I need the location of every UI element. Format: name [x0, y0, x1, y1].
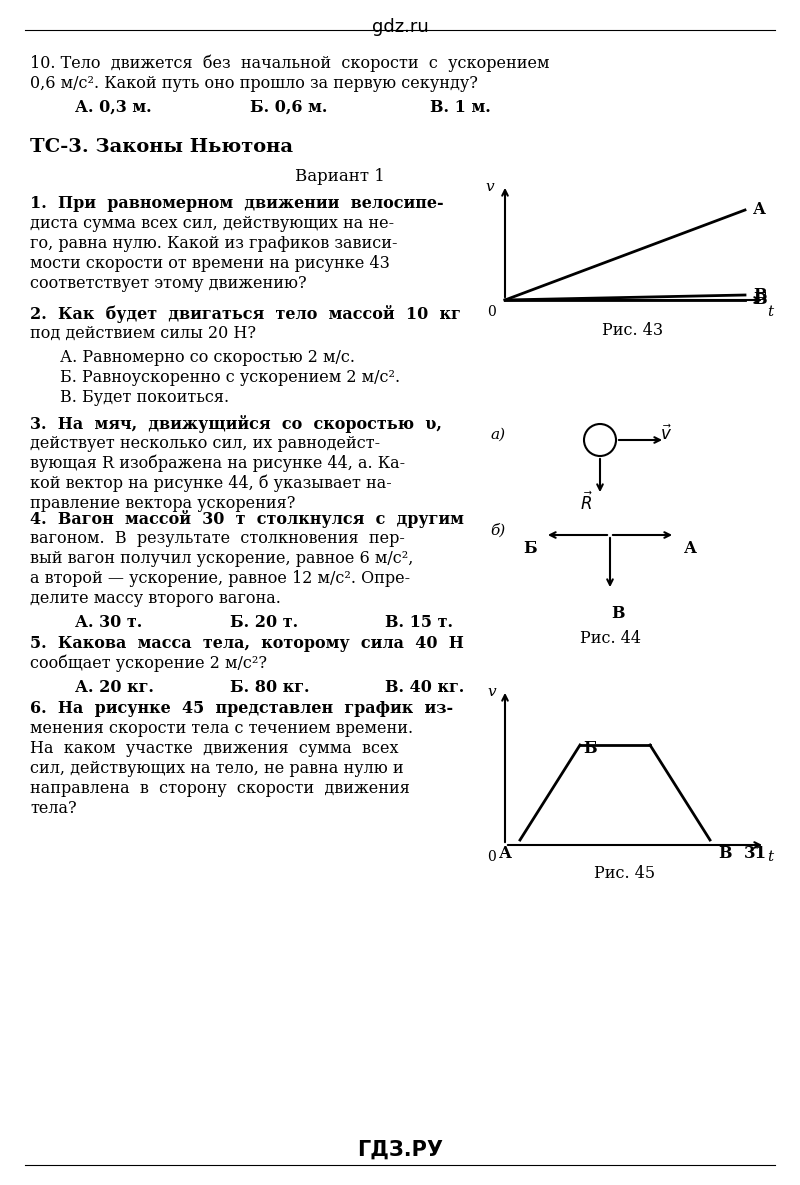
Text: На  каком  участке  движения  сумма  всех: На каком участке движения сумма всех: [30, 739, 398, 757]
Text: Б: Б: [523, 540, 537, 557]
Text: t: t: [767, 850, 773, 864]
Text: 6.  На  рисунке  45  представлен  график  из-: 6. На рисунке 45 представлен график из-: [30, 700, 453, 717]
Text: Б. 0,6 м.: Б. 0,6 м.: [250, 100, 327, 116]
Text: тела?: тела?: [30, 800, 77, 816]
Text: Вариант 1: Вариант 1: [295, 168, 385, 185]
Text: В. 40 кг.: В. 40 кг.: [385, 679, 464, 696]
Text: А. 20 кг.: А. 20 кг.: [75, 679, 154, 696]
Text: Рис. 44: Рис. 44: [579, 630, 641, 647]
Text: вый вагон получил ускорение, равное 6 м/с²,: вый вагон получил ускорение, равное 6 м/…: [30, 550, 414, 566]
Text: 4.  Вагон  массой  30  т  столкнулся  с  другим: 4. Вагон массой 30 т столкнулся с другим: [30, 510, 464, 529]
Text: В. 1 м.: В. 1 м.: [430, 100, 490, 116]
Text: Б: Б: [753, 292, 766, 308]
Text: $\vec{R}$: $\vec{R}$: [580, 492, 594, 514]
Text: направлена  в  сторону  скорости  движения: направлена в сторону скорости движения: [30, 780, 410, 798]
Text: В: В: [718, 845, 732, 861]
Text: t: t: [767, 305, 773, 319]
Text: Б. Равноускоренно с ускорением 2 м/с².: Б. Равноускоренно с ускорением 2 м/с².: [60, 369, 400, 386]
Text: 2.  Как  будет  двигаться  тело  массой  10  кг: 2. Как будет двигаться тело массой 10 кг: [30, 305, 461, 324]
Text: ТС-3. Законы Ньютона: ТС-3. Законы Ньютона: [30, 137, 293, 156]
Text: ГДЗ.РУ: ГДЗ.РУ: [357, 1140, 443, 1160]
Text: В. 15 т.: В. 15 т.: [385, 614, 453, 630]
Text: сообщает ускорение 2 м/с²?: сообщает ускорение 2 м/с²?: [30, 655, 267, 673]
Text: а): а): [490, 428, 505, 442]
Text: gdz.ru: gdz.ru: [372, 18, 428, 36]
Text: 5.  Какова  масса  тела,  которому  сила  40  Н: 5. Какова масса тела, которому сила 40 Н: [30, 635, 464, 652]
Text: вующая R изображена на рисунке 44, а. Ка-: вующая R изображена на рисунке 44, а. Ка…: [30, 455, 405, 473]
Text: А. Равномерно со скоростью 2 м/с.: А. Равномерно со скоростью 2 м/с.: [60, 350, 355, 366]
Text: В: В: [753, 287, 766, 303]
Text: делите массу второго вагона.: делите массу второго вагона.: [30, 590, 281, 607]
Text: v: v: [486, 180, 494, 194]
Text: 0,6 м/с². Какой путь оно прошло за первую секунду?: 0,6 м/с². Какой путь оно прошло за перву…: [30, 75, 478, 92]
Text: 0: 0: [486, 305, 495, 319]
Text: Б. 80 кг.: Б. 80 кг.: [230, 679, 310, 696]
Text: А: А: [498, 845, 511, 861]
Text: сил, действующих на тело, не равна нулю и: сил, действующих на тело, не равна нулю …: [30, 760, 404, 777]
Text: Б: Б: [583, 739, 597, 757]
Text: правление вектора ускорения?: правление вектора ускорения?: [30, 495, 295, 512]
Text: А. 30 т.: А. 30 т.: [75, 614, 142, 630]
Text: $\vec{v}$: $\vec{v}$: [660, 425, 672, 444]
Text: А. 0,3 м.: А. 0,3 м.: [75, 100, 152, 116]
Text: Рис. 45: Рис. 45: [594, 865, 655, 882]
Text: А: А: [683, 540, 697, 557]
Text: б): б): [490, 523, 506, 537]
Text: v: v: [488, 685, 496, 699]
Text: В. Будет покоиться.: В. Будет покоиться.: [60, 389, 229, 406]
Text: под действием силы 20 Н?: под действием силы 20 Н?: [30, 325, 256, 342]
Text: соответствует этому движению?: соответствует этому движению?: [30, 275, 306, 292]
Text: 1.  При  равномерном  движении  велосипе-: 1. При равномерном движении велосипе-: [30, 196, 444, 212]
Text: го, равна нулю. Какой из графиков зависи-: го, равна нулю. Какой из графиков зависи…: [30, 235, 398, 252]
Text: 3.  На  мяч,  движущийся  со  скоростью  υ,: 3. На мяч, движущийся со скоростью υ,: [30, 415, 442, 433]
Text: 0: 0: [488, 850, 496, 864]
Text: кой вектор на рисунке 44, б указывает на-: кой вектор на рисунке 44, б указывает на…: [30, 475, 392, 493]
Text: Рис. 43: Рис. 43: [602, 322, 663, 339]
Text: А: А: [753, 201, 766, 218]
Text: диста сумма всех сил, действующих на не-: диста сумма всех сил, действующих на не-: [30, 214, 394, 232]
Text: действует несколько сил, их равнодейст-: действует несколько сил, их равнодейст-: [30, 435, 380, 451]
Text: 10. Тело  движется  без  начальной  скорости  с  ускорением: 10. Тело движется без начальной скорости…: [30, 55, 550, 72]
Text: менения скорости тела с течением времени.: менения скорости тела с течением времени…: [30, 720, 413, 737]
Text: В: В: [611, 606, 625, 622]
Text: 31: 31: [743, 845, 766, 861]
Text: мости скорости от времени на рисунке 43: мости скорости от времени на рисунке 43: [30, 255, 390, 273]
Text: вагоном.  В  результате  столкновения  пер-: вагоном. В результате столкновения пер-: [30, 530, 405, 547]
Text: а второй — ускорение, равное 12 м/с². Опре-: а второй — ускорение, равное 12 м/с². Оп…: [30, 570, 410, 587]
Text: Б. 20 т.: Б. 20 т.: [230, 614, 298, 630]
